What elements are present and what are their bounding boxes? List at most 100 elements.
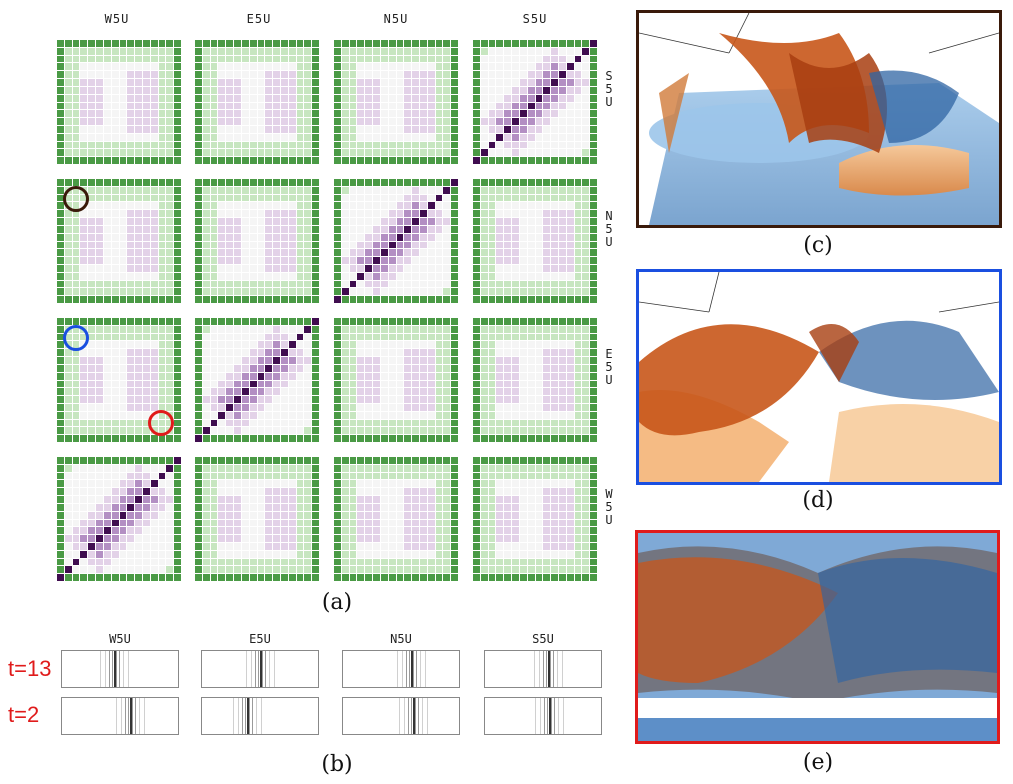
heatmap-cell xyxy=(195,457,319,581)
barcode-line xyxy=(132,698,133,734)
barcode-line xyxy=(551,698,552,734)
barcode-main-line xyxy=(130,698,132,734)
barcode-line xyxy=(274,651,275,687)
col-label-s5u: S5U xyxy=(522,12,548,26)
caption-a: (a) xyxy=(321,590,353,615)
col-label-e5u: E5U xyxy=(246,12,272,26)
barcode-line xyxy=(425,651,426,687)
barcode-line xyxy=(119,651,120,687)
marker-brown-circle xyxy=(63,186,89,212)
col-label-n5u: N5U xyxy=(383,12,409,26)
barcode-line xyxy=(408,698,409,734)
barcode-line xyxy=(139,698,140,734)
barcode-line xyxy=(125,698,126,734)
barcode-line xyxy=(535,698,536,734)
barcode-main-line xyxy=(548,651,550,687)
barcode-line xyxy=(242,698,243,734)
barcode-line xyxy=(123,651,124,687)
strip-title-e5u: E5U xyxy=(249,632,271,646)
barcode-line xyxy=(418,698,419,734)
barcode-strip xyxy=(61,650,179,688)
barcode-line xyxy=(554,698,555,734)
barcode-line xyxy=(547,698,548,734)
col-label-w5u: W5U xyxy=(104,12,130,26)
barcode-line xyxy=(415,698,416,734)
render-c xyxy=(636,10,1002,228)
barcode-main-line xyxy=(260,651,262,687)
barcode-line xyxy=(116,698,117,734)
strip-title-s5u: S5U xyxy=(532,632,554,646)
t-label-13: t=13 xyxy=(8,656,52,681)
heatmap-cell xyxy=(57,457,181,581)
row-label-n5u: N5U xyxy=(605,209,613,249)
barcode-line xyxy=(238,698,239,734)
heatmap-cell xyxy=(334,179,458,303)
barcode-strip xyxy=(484,650,602,688)
barcode-line xyxy=(144,698,145,734)
barcode-strip xyxy=(61,697,179,735)
barcode-main-line xyxy=(411,651,413,687)
barcode-line xyxy=(109,651,110,687)
barcode-line xyxy=(546,651,547,687)
row-label-w5u: W5U xyxy=(605,487,613,527)
heatmap-cell xyxy=(195,40,319,164)
heatmap-cell xyxy=(473,179,597,303)
barcode-line xyxy=(416,651,417,687)
t-label-2: t=2 xyxy=(8,702,40,727)
barcode-line xyxy=(413,651,414,687)
marker-blue-circle xyxy=(63,325,89,351)
caption-d: (d) xyxy=(802,488,834,513)
barcode-line xyxy=(563,698,564,734)
barcode-line xyxy=(245,698,246,734)
barcode-line xyxy=(262,651,263,687)
barcode-main-line xyxy=(114,651,116,687)
barcode-line xyxy=(402,651,403,687)
barcode-line xyxy=(544,698,545,734)
barcode-line xyxy=(420,651,421,687)
barcode-main-line xyxy=(247,698,249,734)
barcode-line xyxy=(261,698,262,734)
barcode-line xyxy=(246,651,247,687)
barcode-line xyxy=(135,698,136,734)
barcode-line xyxy=(121,698,122,734)
barcode-line xyxy=(411,698,412,734)
barcode-line xyxy=(265,651,266,687)
heatmap-cell xyxy=(57,318,181,442)
barcode-line xyxy=(422,698,423,734)
barcode-line xyxy=(557,651,558,687)
barcode-line xyxy=(116,651,117,687)
barcode-line xyxy=(409,651,410,687)
barcode-line xyxy=(404,698,405,734)
barcode-strip xyxy=(484,697,602,735)
heatmap-cell xyxy=(473,318,597,442)
barcode-line xyxy=(406,651,407,687)
caption-b: (b) xyxy=(321,752,353,777)
barcode-line xyxy=(256,698,257,734)
barcode-line xyxy=(100,651,101,687)
barcode-strip xyxy=(342,650,460,688)
heatmap-cell xyxy=(57,40,181,164)
barcode-line xyxy=(427,698,428,734)
heatmap-cell xyxy=(334,457,458,581)
barcode-strip xyxy=(201,697,319,735)
barcode-line xyxy=(558,698,559,734)
barcode-line xyxy=(553,651,554,687)
barcode-main-line xyxy=(413,698,415,734)
barcode-main-line xyxy=(549,698,551,734)
barcode-line xyxy=(233,698,234,734)
render-e xyxy=(635,530,1000,744)
barcode-line xyxy=(252,698,253,734)
barcode-line xyxy=(397,651,398,687)
barcode-line xyxy=(105,651,106,687)
volume-render-e xyxy=(638,533,997,741)
render-d xyxy=(636,269,1002,485)
strip-title-n5u: N5U xyxy=(390,632,412,646)
row-label-s5u: S5U xyxy=(605,69,613,109)
heatmap-cell xyxy=(473,40,597,164)
barcode-line xyxy=(540,698,541,734)
heatmap-cell xyxy=(195,179,319,303)
caption-c: (c) xyxy=(803,233,833,258)
heatmap-cell xyxy=(334,318,458,442)
barcode-line xyxy=(249,698,250,734)
barcode-line xyxy=(251,651,252,687)
